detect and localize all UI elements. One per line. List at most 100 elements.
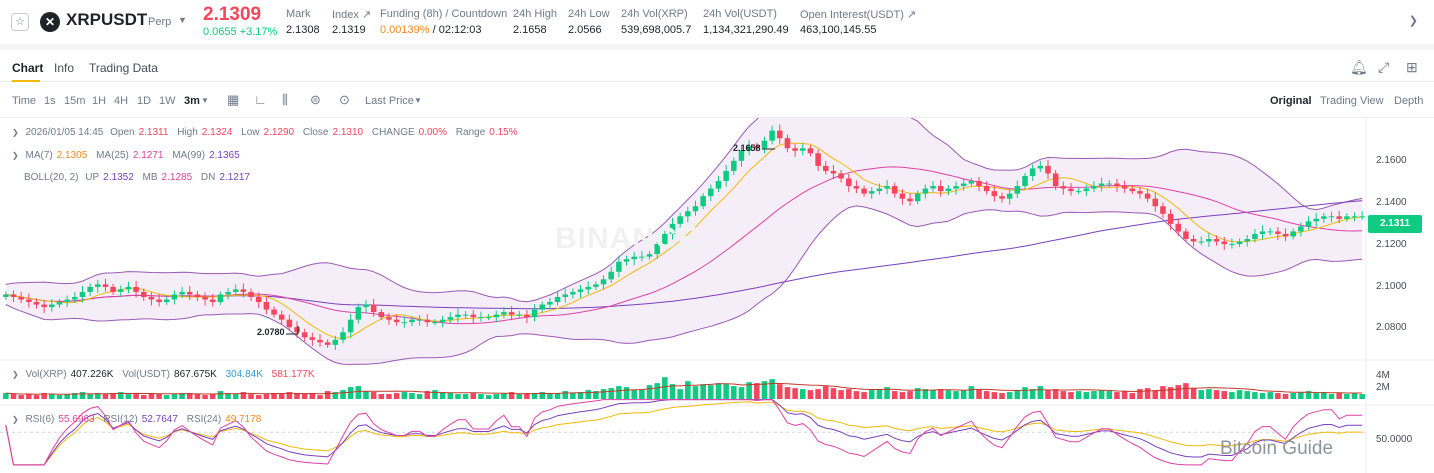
volume-bar — [255, 395, 262, 399]
volume-bar — [945, 390, 952, 399]
tab-trading-data[interactable]: Trading Data — [89, 61, 158, 75]
volume-bar — [179, 393, 185, 399]
stat-index[interactable]: Index ↗ 2.1319 — [332, 9, 372, 36]
interval-time[interactable]: Time — [12, 95, 37, 107]
volume-bar — [118, 392, 124, 399]
volume-bar — [1167, 387, 1174, 399]
stat-24h-vol-xrp: 24h Vol(XRP) 539,698,005.7 — [621, 8, 692, 36]
volume-bar — [3, 393, 9, 399]
candle — [439, 319, 446, 323]
chevron-down-icon[interactable]: ▼ — [178, 15, 187, 25]
price-type-select[interactable]: Last Price — [365, 95, 414, 107]
candle — [424, 319, 431, 323]
candle — [255, 296, 262, 303]
candle — [363, 304, 369, 308]
candle — [194, 294, 201, 297]
candle — [1160, 206, 1166, 214]
chevron-right-icon[interactable]: ❯ — [1408, 15, 1418, 27]
price-tick: 2.1600 — [1376, 155, 1407, 166]
volume-bar — [1344, 394, 1350, 399]
stat-open-interest[interactable]: Open Interest(USDT) ↗ 463,100,145.55 — [800, 9, 917, 36]
candle — [393, 319, 400, 323]
candle-type-icon[interactable]: ⫼ — [282, 92, 288, 107]
expand-icon[interactable]: ⤢ — [1378, 59, 1390, 75]
contract-type: Perp — [148, 16, 172, 28]
volume-bar — [1305, 391, 1312, 399]
grid-icon[interactable]: ⊞ — [1406, 59, 1418, 75]
volume-bar — [64, 394, 70, 399]
settings-icon[interactable]: ⊙ — [339, 92, 350, 107]
view-original[interactable]: Original — [1270, 95, 1312, 107]
volume-bar — [501, 393, 507, 399]
candle — [1091, 186, 1097, 189]
volume-bar — [807, 390, 814, 399]
volume-bar — [853, 391, 860, 399]
candle — [156, 299, 162, 303]
interval-1s[interactable]: 1s — [44, 95, 56, 107]
volume-bar — [1045, 390, 1051, 399]
candle — [64, 299, 70, 303]
volume-bar — [746, 382, 752, 399]
volume-bar — [1121, 391, 1128, 399]
tab-chart-underline — [12, 80, 40, 82]
volume-bar — [493, 394, 500, 399]
volume-bar — [49, 394, 55, 399]
interval-3m[interactable]: 3m — [184, 95, 200, 107]
volume-tick: 2M — [1376, 382, 1390, 393]
volume-bar — [738, 387, 745, 399]
calendar-icon[interactable]: ▦ — [227, 92, 240, 107]
candle — [968, 181, 975, 184]
volume-bar — [731, 386, 737, 399]
candle — [41, 304, 47, 308]
candle — [570, 291, 576, 295]
candle — [1236, 241, 1243, 245]
volume-bar — [56, 395, 63, 399]
candle — [731, 160, 737, 171]
tab-chart[interactable]: Chart — [12, 61, 44, 75]
candle — [662, 233, 668, 245]
xrp-logo-icon: ✕ — [40, 12, 60, 32]
volume-bar — [769, 379, 775, 399]
candle — [225, 291, 231, 295]
volume-bar — [922, 389, 929, 399]
line-chart-icon[interactable]: ∟ — [254, 92, 267, 107]
bell-icon[interactable]: 🔔︎ — [1350, 59, 1368, 75]
symbol-name[interactable]: XRPUSDT — [66, 10, 148, 29]
volume-bar — [332, 392, 339, 399]
volume-bar — [1152, 390, 1159, 399]
candle — [1183, 231, 1189, 239]
candle — [1014, 186, 1021, 194]
chevron-down-icon[interactable]: ▼ — [201, 96, 209, 105]
interval-15m[interactable]: 15m — [64, 95, 86, 107]
candle — [1098, 183, 1105, 187]
last-price: 2.1309 — [203, 4, 262, 25]
bollinger-upper-line — [5, 118, 1363, 303]
interval-4h[interactable]: 4H — [114, 95, 129, 107]
interval-1h[interactable]: 1H — [92, 95, 107, 107]
volume-bar — [186, 393, 193, 399]
volume-bar — [194, 394, 201, 399]
view-trading-view[interactable]: Trading View — [1320, 95, 1384, 107]
volume-bar — [577, 392, 584, 399]
star-icon[interactable]: ☆ — [11, 13, 29, 31]
chevron-down-icon[interactable]: ▼ — [414, 96, 422, 105]
interval-1w[interactable]: 1W — [159, 95, 176, 107]
volume-bar — [478, 394, 484, 399]
candle — [355, 307, 362, 320]
view-depth[interactable]: Depth — [1394, 95, 1424, 107]
volume-bar — [1252, 392, 1258, 399]
candle — [639, 256, 645, 258]
candle — [148, 296, 155, 300]
volume-bar — [600, 389, 607, 399]
candle — [493, 314, 500, 318]
volume-bar — [1328, 394, 1335, 399]
volume-bar — [1091, 391, 1097, 399]
volume-bar — [1029, 389, 1036, 399]
candlestick-chart[interactable] — [0, 118, 1434, 473]
candle — [715, 181, 722, 189]
indicators-icon[interactable]: ⊜ — [310, 92, 321, 107]
tab-info[interactable]: Info — [54, 61, 75, 75]
candle — [945, 188, 952, 192]
interval-1d[interactable]: 1D — [137, 95, 152, 107]
candle — [72, 296, 78, 300]
